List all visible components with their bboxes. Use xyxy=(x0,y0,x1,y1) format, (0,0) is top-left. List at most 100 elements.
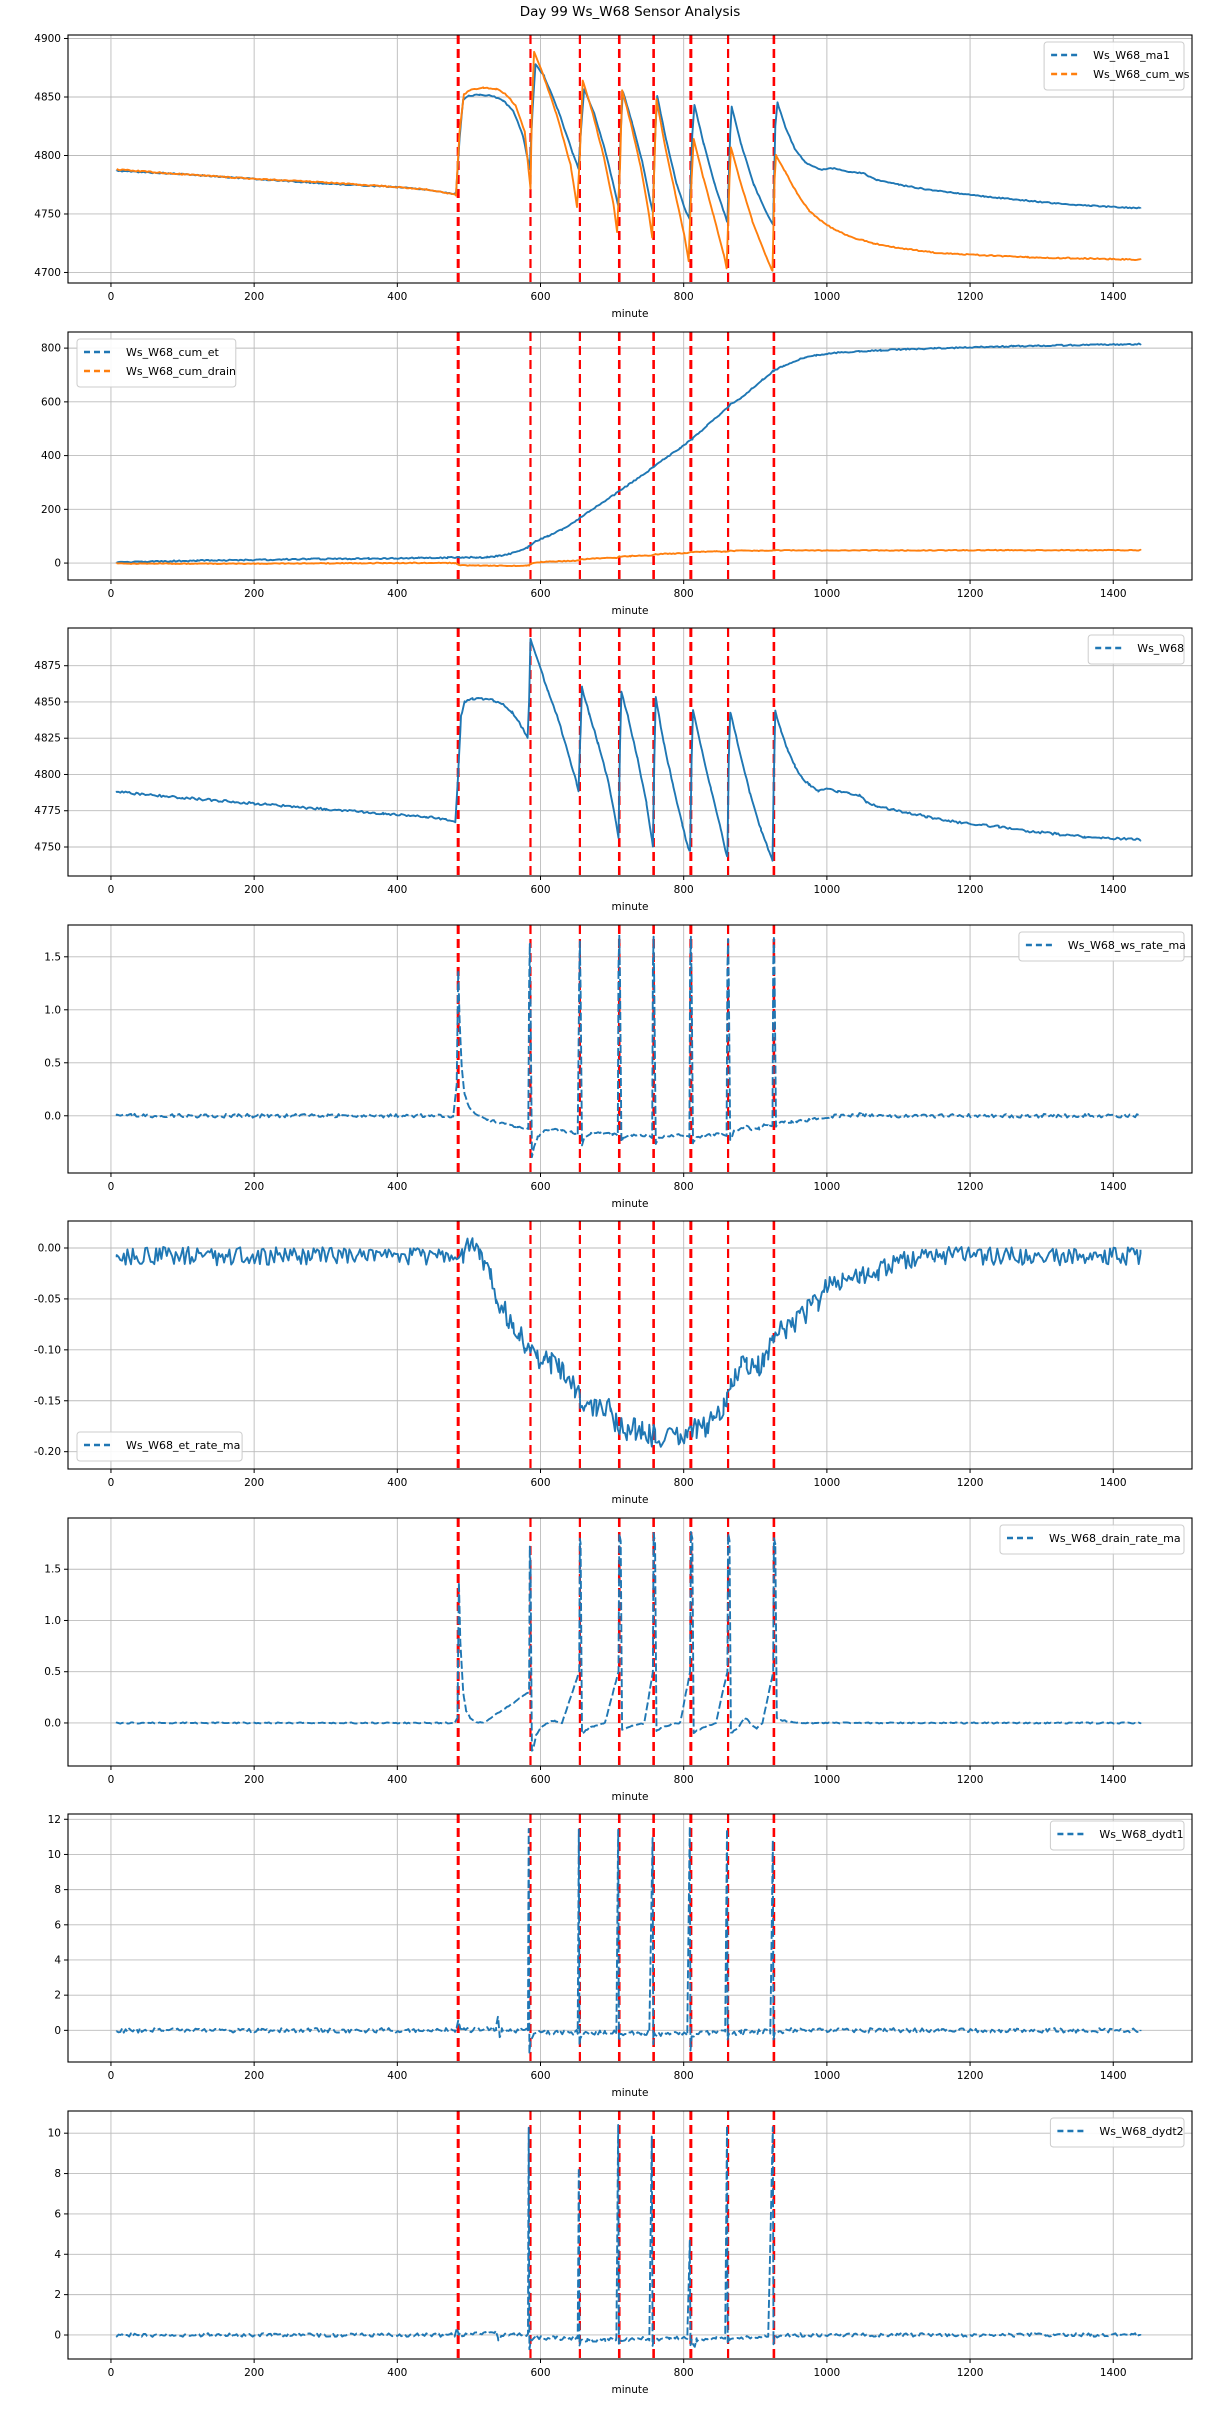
x-tick-label: 1200 xyxy=(957,1181,984,1193)
x-tick-label: 400 xyxy=(387,1774,407,1786)
x-tick-label: 1400 xyxy=(1100,1477,1127,1489)
axes-frame xyxy=(67,1220,1193,1470)
legend-box xyxy=(1087,634,1185,665)
legend-box xyxy=(1018,931,1185,962)
y-tick-label: 0 xyxy=(54,558,61,570)
y-tick-label: 0.0 xyxy=(44,1717,61,1729)
x-tick-label: 1200 xyxy=(957,1774,984,1786)
series-line-Ws_W68_et_rate_ma xyxy=(115,1237,1142,1448)
x-tick-label: 600 xyxy=(530,2367,550,2379)
y-tick-label: 4750 xyxy=(34,841,61,853)
subplot-8-second-derivative: 0 200 400 600 800 1000 1200 1400 0 2 4 6 8 10 minute Ws… xyxy=(48,2110,1193,2396)
y-tick-label: 1.5 xyxy=(44,951,61,963)
x-tick-label: 800 xyxy=(674,2070,694,2082)
legend: Ws_W68 xyxy=(1087,634,1185,665)
subplot-6-drain-rate-moving-average: 0 200 400 600 800 1000 1200 1400 0.0 0.5 1.0 1.5 min… xyxy=(44,1517,1193,1803)
x-tick-label: 1400 xyxy=(1100,2367,1127,2379)
y-tick-label: 4800 xyxy=(34,769,61,781)
y-tick-label: 800 xyxy=(41,343,61,355)
y-tick-label: 2 xyxy=(54,2289,61,2301)
x-tick-label: 1000 xyxy=(814,884,841,896)
legend: Ws_W68_drain_rate_ma xyxy=(999,1524,1185,1555)
y-tick-label: 0.5 xyxy=(44,1666,61,1678)
y-tick-label: 0 xyxy=(54,2025,61,2037)
x-tick-label: 0 xyxy=(108,291,115,303)
x-axis-label: minute xyxy=(611,2087,648,2099)
x-tick-label: 1000 xyxy=(814,1181,841,1193)
legend: Ws_W68_ma1 Ws_W68_cum_ws xyxy=(1043,41,1190,91)
y-tick-label: 6 xyxy=(54,1919,61,1931)
x-axis-label: minute xyxy=(611,1198,648,1210)
x-tick-label: 800 xyxy=(674,1181,694,1193)
x-tick-label: 1000 xyxy=(814,291,841,303)
series-line-Ws_W68_drain_rate_ma xyxy=(115,1530,1142,1752)
y-tick-label: 4850 xyxy=(34,92,61,104)
y-tick-label: 0.00 xyxy=(38,1242,61,1254)
y-tick-label: 4 xyxy=(54,2249,61,2261)
x-tick-label: 1200 xyxy=(957,884,984,896)
series-line-Ws_W68_ws_rate_ma xyxy=(115,934,1142,1159)
legend-label: Ws_W68_cum_drain xyxy=(126,365,236,378)
legend-box xyxy=(76,1431,243,1462)
x-tick-label: 0 xyxy=(108,1774,115,1786)
axes-frame xyxy=(67,924,1193,1174)
subplot-5-et-rate-moving-average: 0 200 400 600 800 1000 1200 1400 0.00 -0.05 -0.10 -… xyxy=(34,1220,1193,1506)
x-tick-label: 1200 xyxy=(957,588,984,600)
y-tick-label: 0 xyxy=(54,2329,61,2341)
x-tick-label: 1200 xyxy=(957,2070,984,2082)
y-tick-label: 1.5 xyxy=(44,1564,61,1576)
y-tick-label: 200 xyxy=(41,504,61,516)
y-tick-label: 0.5 xyxy=(44,1057,61,1069)
x-tick-label: 800 xyxy=(674,588,694,600)
x-tick-label: 1000 xyxy=(814,588,841,600)
legend-label: Ws_W68_dydt1 xyxy=(1099,1828,1183,1841)
legend-label: Ws_W68_ws_rate_ma xyxy=(1068,939,1186,952)
x-tick-label: 800 xyxy=(674,1477,694,1489)
axes-frame xyxy=(67,1517,1193,1767)
x-tick-label: 800 xyxy=(674,1774,694,1786)
legend: Ws_W68_dydt2 xyxy=(1049,2117,1185,2148)
subplot-3-raw-water-storage: 0 200 400 600 800 1000 1200 1400 4750 4775 4800 482… xyxy=(34,627,1193,913)
x-tick-label: 600 xyxy=(530,1181,550,1193)
y-tick-label: 4775 xyxy=(34,805,61,817)
x-axis-label: minute xyxy=(611,901,648,913)
x-tick-label: 600 xyxy=(530,588,550,600)
x-tick-label: 1000 xyxy=(814,2367,841,2379)
x-tick-label: 1000 xyxy=(814,2070,841,2082)
x-tick-label: 0 xyxy=(108,2367,115,2379)
y-tick-label: 2 xyxy=(54,1990,61,2002)
subplot-4-ws-rate-moving-average: 0 200 400 600 800 1000 1200 1400 0.0 0.5 1.0 1.5 min… xyxy=(44,924,1193,1210)
x-tick-label: 600 xyxy=(530,1774,550,1786)
x-tick-label: 200 xyxy=(244,2070,264,2082)
x-tick-label: 600 xyxy=(530,291,550,303)
subplot-2-cumulative-et-and-drain: 0 200 400 600 800 1000 1200 1400 0 200 400 600 800 mi… xyxy=(41,331,1193,617)
axes-frame xyxy=(67,34,1193,284)
y-tick-label: 4850 xyxy=(34,696,61,708)
x-tick-label: 1400 xyxy=(1100,1774,1127,1786)
x-tick-label: 400 xyxy=(387,1181,407,1193)
x-tick-label: 0 xyxy=(108,588,115,600)
x-tick-label: 0 xyxy=(108,884,115,896)
series-line-Ws_W68 xyxy=(115,637,1142,862)
x-tick-label: 400 xyxy=(387,884,407,896)
y-tick-label: -0.20 xyxy=(34,1446,61,1458)
legend-box xyxy=(1049,1820,1185,1851)
y-tick-label: 1.0 xyxy=(44,1004,61,1016)
x-tick-label: 400 xyxy=(387,2070,407,2082)
y-tick-label: 4900 xyxy=(34,33,61,45)
y-tick-label: 4825 xyxy=(34,733,61,745)
y-tick-label: 4700 xyxy=(34,267,61,279)
series-line-Ws_W68_cum_et xyxy=(115,342,1142,564)
legend-label: Ws_W68_ma1 xyxy=(1093,49,1170,62)
x-tick-label: 800 xyxy=(674,291,694,303)
x-tick-label: 1400 xyxy=(1100,884,1127,896)
legend-label: Ws_W68_cum_ws xyxy=(1093,68,1190,81)
y-tick-label: -0.05 xyxy=(34,1293,61,1305)
y-tick-label: 12 xyxy=(48,1814,61,1826)
x-tick-label: 200 xyxy=(244,588,264,600)
x-tick-label: 600 xyxy=(530,884,550,896)
series-line-Ws_W68_cum_ws xyxy=(116,50,1142,272)
legend: Ws_W68_ws_rate_ma xyxy=(1018,931,1186,962)
y-tick-label: 6 xyxy=(54,2208,61,2220)
